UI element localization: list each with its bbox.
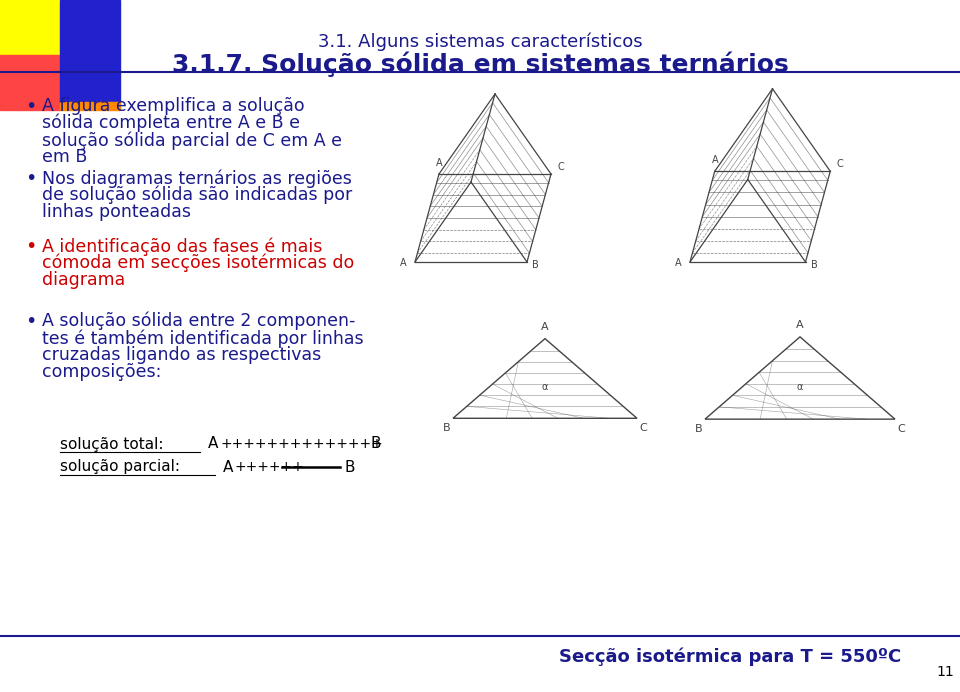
Text: 3.1.7. Solução sólida em sistemas ternários: 3.1.7. Solução sólida em sistemas ternár…	[172, 51, 788, 77]
Text: 3.1. Alguns sistemas característicos: 3.1. Alguns sistemas característicos	[318, 33, 642, 51]
Text: A solução sólida entre 2 componen-: A solução sólida entre 2 componen-	[42, 312, 355, 331]
Text: A: A	[796, 320, 804, 330]
Text: solução parcial:: solução parcial:	[60, 459, 180, 475]
Text: B: B	[532, 260, 539, 270]
Text: A: A	[436, 158, 443, 168]
Text: A: A	[676, 258, 682, 268]
Text: B: B	[810, 260, 817, 270]
Text: A: A	[541, 322, 549, 331]
Text: diagrama: diagrama	[42, 271, 125, 289]
Text: C: C	[639, 424, 647, 433]
Text: ++++++: ++++++	[235, 460, 304, 474]
Text: A identificação das fases é mais: A identificação das fases é mais	[42, 237, 323, 255]
Text: B: B	[370, 437, 380, 451]
Bar	[0, 0, 60, 55]
Text: •: •	[25, 169, 36, 188]
Text: A: A	[223, 459, 233, 475]
Text: ++++++++++++++: ++++++++++++++	[220, 437, 383, 451]
Text: B: B	[345, 459, 355, 475]
Text: em B: em B	[42, 148, 87, 166]
Text: A: A	[208, 437, 218, 451]
Text: C: C	[898, 424, 905, 434]
Text: Nos diagramas ternários as regiões: Nos diagramas ternários as regiões	[42, 169, 352, 188]
Text: cruzadas ligando as respectivas: cruzadas ligando as respectivas	[42, 346, 322, 364]
Text: linhas ponteadas: linhas ponteadas	[42, 203, 191, 221]
Text: de solução sólida são indicadas por: de solução sólida são indicadas por	[42, 186, 352, 205]
Text: α: α	[797, 382, 804, 392]
Text: C: C	[557, 162, 564, 172]
Text: B: B	[695, 424, 703, 434]
Text: C: C	[836, 159, 843, 170]
Text: α: α	[541, 382, 548, 392]
Text: A figura exemplifica a solução: A figura exemplifica a solução	[42, 97, 304, 115]
Text: sólida completa entre A e B e: sólida completa entre A e B e	[42, 114, 300, 132]
Bar	[60, 0, 120, 102]
Text: B: B	[444, 424, 451, 433]
Text: A: A	[711, 155, 718, 165]
Text: •: •	[25, 237, 36, 256]
Text: tes é também identificada por linhas: tes é também identificada por linhas	[42, 329, 364, 347]
Bar	[0, 55, 60, 110]
Text: solução sólida parcial de C em A e: solução sólida parcial de C em A e	[42, 131, 342, 149]
Text: •: •	[25, 97, 36, 116]
Text: 11: 11	[936, 665, 954, 679]
Text: A: A	[400, 258, 407, 268]
Bar	[60, 102, 120, 110]
Text: Secção isotérmica para T = 550ºC: Secção isotérmica para T = 550ºC	[559, 648, 901, 666]
Text: cómoda em secções isotérmicas do: cómoda em secções isotérmicas do	[42, 254, 354, 273]
Text: composições:: composições:	[42, 363, 161, 381]
Text: solução total:: solução total:	[60, 437, 163, 451]
Text: •: •	[25, 312, 36, 331]
